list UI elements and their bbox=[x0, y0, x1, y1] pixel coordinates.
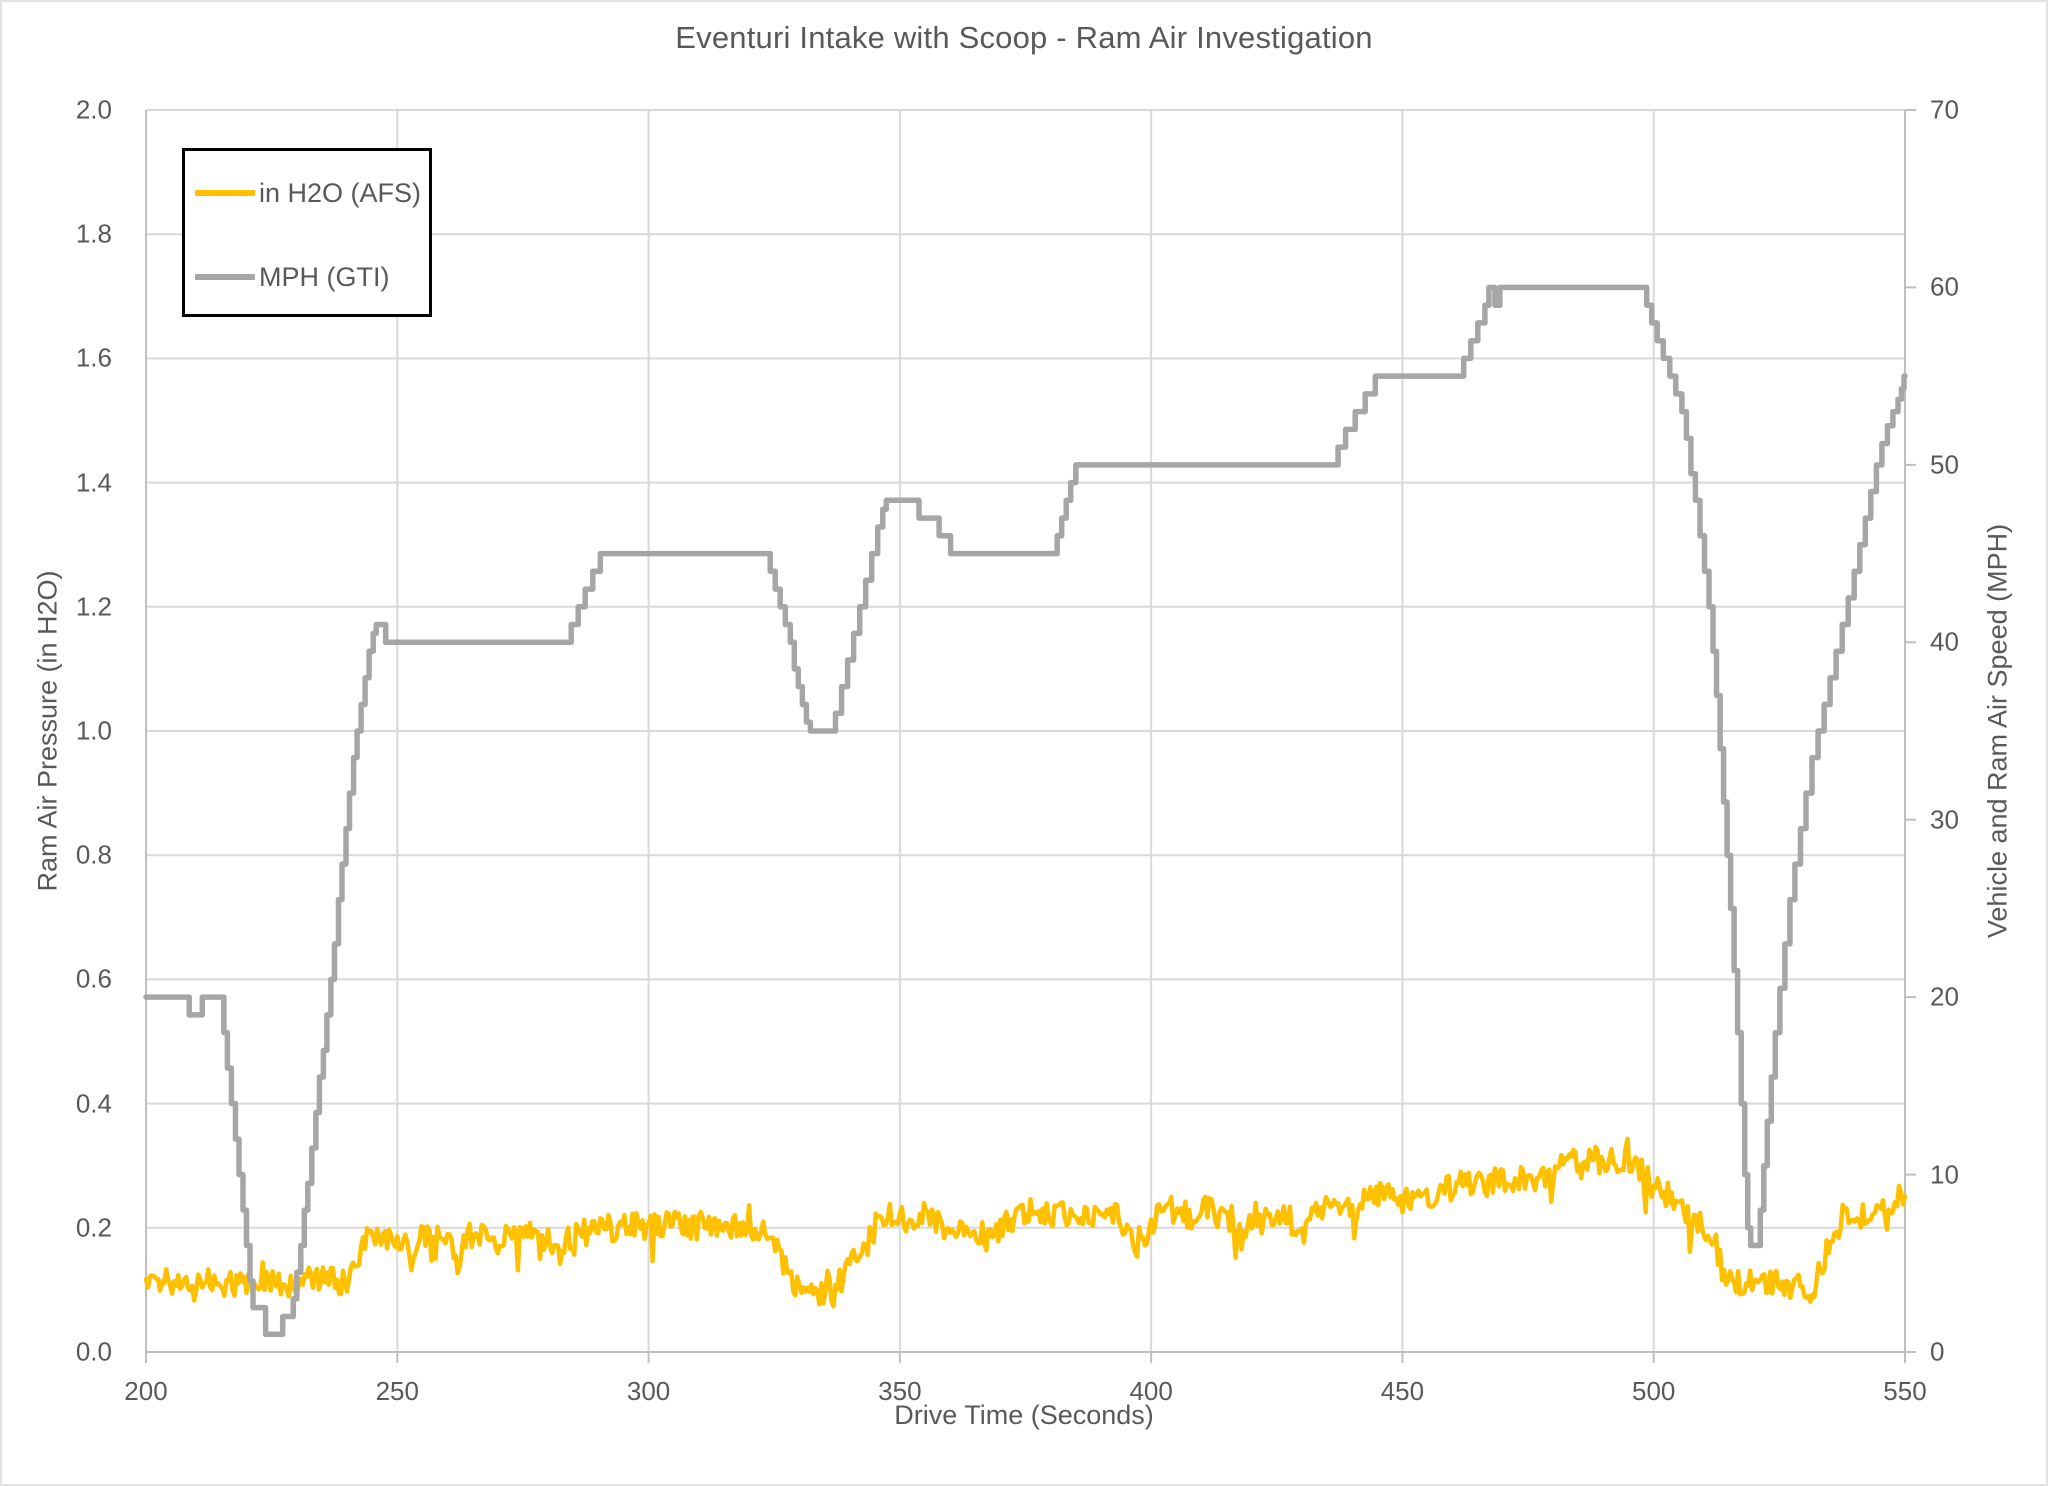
left-axis-tick-label: 0.2 bbox=[75, 1212, 112, 1243]
right-axis-tick-label: 20 bbox=[1930, 981, 1959, 1012]
x-tick-label: 300 bbox=[626, 1376, 671, 1406]
x-tick-label: 250 bbox=[375, 1376, 419, 1406]
left-axis-tick-label: 1.8 bbox=[75, 218, 112, 249]
legend-label-speed: MPH (GTI) bbox=[259, 261, 390, 292]
left-axis-tick-label: 1.4 bbox=[75, 467, 112, 498]
series-line-in-h2o bbox=[143, 1136, 1908, 1309]
right-axis-tick-label: 0 bbox=[1930, 1336, 1945, 1367]
left-axis-tick-label: 0.8 bbox=[75, 839, 112, 870]
legend-item-pressure: in H2O (AFS) bbox=[185, 173, 429, 213]
left-axis-tick-label: 1.6 bbox=[75, 342, 112, 373]
left-axis-title: Ram Air Pressure (in H2O) bbox=[32, 570, 63, 892]
left-axis-tick-label: 0.4 bbox=[75, 1088, 112, 1119]
x-axis-title: Drive Time (Seconds) bbox=[894, 1400, 1154, 1430]
x-tick-label: 550 bbox=[1883, 1376, 1927, 1406]
x-tick-label: 400 bbox=[1129, 1376, 1173, 1406]
legend-swatch-pressure bbox=[195, 190, 255, 196]
right-axis-tick-label: 70 bbox=[1930, 94, 1959, 125]
x-tick-label: 450 bbox=[1380, 1376, 1425, 1406]
x-tick-label: 200 bbox=[124, 1376, 168, 1406]
gridlines bbox=[146, 109, 1906, 1353]
chart-title: Eventuri Intake with Scoop - Ram Air Inv… bbox=[675, 20, 1373, 55]
right-axis-tick-label: 40 bbox=[1930, 626, 1959, 657]
legend-swatch-speed bbox=[195, 274, 255, 280]
legend-item-speed: MPH (GTI) bbox=[185, 257, 429, 297]
right-axis-tick-label: 50 bbox=[1930, 449, 1959, 480]
legend: in H2O (AFS) MPH (GTI) bbox=[182, 148, 432, 317]
left-axis-tick-label: 1.0 bbox=[75, 715, 112, 746]
legend-label-pressure: in H2O (AFS) bbox=[259, 177, 422, 208]
left-axis-tick-label: 0.6 bbox=[75, 963, 112, 994]
series-group bbox=[143, 284, 1908, 1338]
left-axis-tick-label: 0.0 bbox=[75, 1336, 112, 1367]
right-axis-tick-label: 30 bbox=[1930, 804, 1959, 835]
left-axis-tick-label: 2.0 bbox=[75, 94, 112, 125]
series-line-mph bbox=[143, 284, 1908, 1338]
axis-lines bbox=[145, 109, 1916, 1363]
x-tick-label: 350 bbox=[878, 1376, 922, 1406]
left-axis-tick-label: 1.2 bbox=[75, 591, 112, 622]
x-tick-label: 500 bbox=[1632, 1376, 1676, 1406]
right-axis-title: Vehicle and Ram Air Speed (MPH) bbox=[1982, 523, 2013, 939]
right-axis-tick-label: 60 bbox=[1930, 271, 1959, 302]
right-axis-tick-label: 10 bbox=[1930, 1159, 1959, 1190]
